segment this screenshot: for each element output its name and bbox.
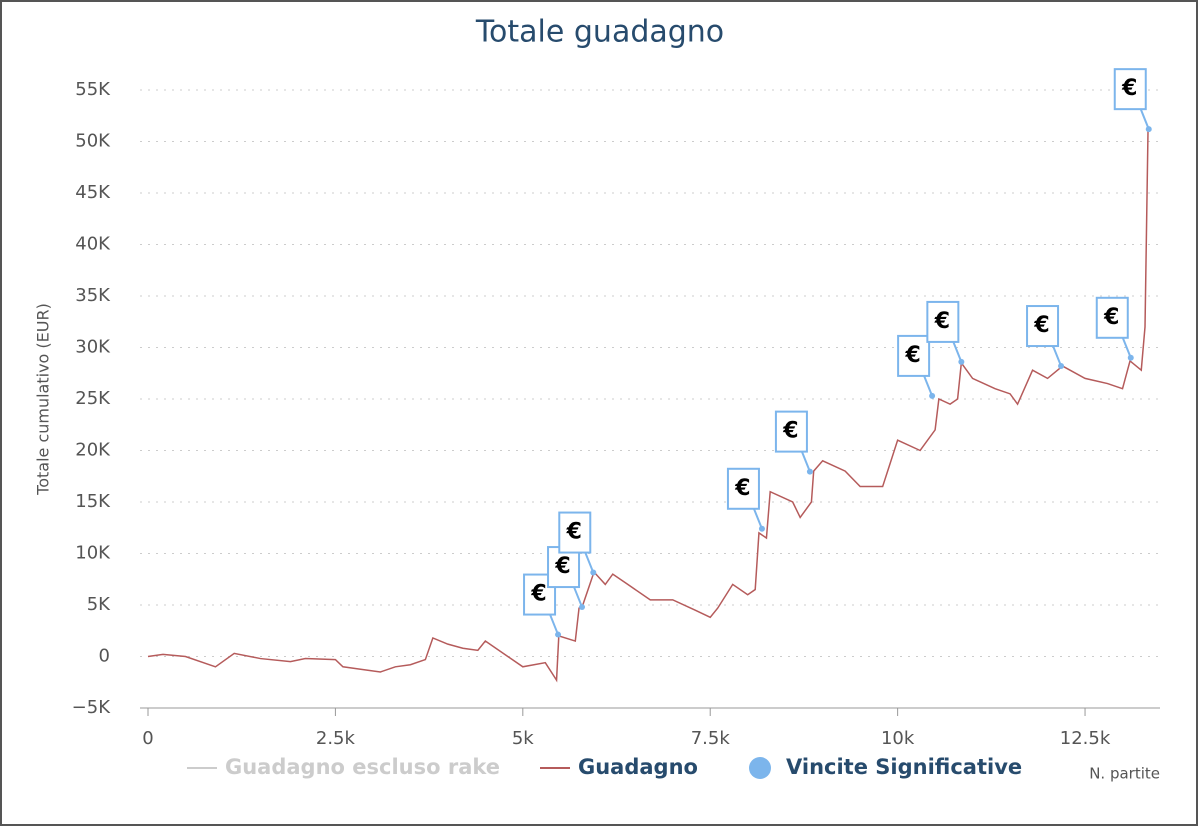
win-marker: € (926, 300, 965, 365)
flag-connector (952, 341, 963, 363)
legend-label[interactable]: Guadagno escluso rake (225, 755, 500, 779)
flag-connector (1139, 108, 1150, 130)
win-marker: € (774, 410, 813, 475)
flag (523, 573, 557, 616)
y-tick-label: 0 (99, 646, 110, 667)
point (1058, 363, 1065, 370)
point (958, 358, 965, 365)
flag-connector (1121, 337, 1132, 359)
flag (1026, 305, 1060, 348)
flag-connector (800, 451, 811, 472)
point (929, 392, 936, 399)
point (555, 631, 562, 638)
y-tick-label: 5K (87, 594, 111, 615)
x-tick-label: 7.5k (691, 728, 731, 749)
win-marker: € (897, 334, 936, 399)
y-tick-label: 50K (75, 131, 111, 152)
x-axis-title: N. partite (1089, 765, 1160, 783)
flag-label: € (904, 343, 920, 368)
flag-label: € (530, 582, 546, 607)
y-tick-label: −5K (72, 697, 112, 718)
flag-label: € (782, 419, 798, 444)
x-tick-label: 0 (142, 728, 153, 749)
flag-connector (923, 375, 934, 397)
flag (558, 511, 592, 554)
legend-label[interactable]: Guadagno (578, 755, 698, 779)
y-tick-label: 30K (75, 337, 111, 358)
chart-title: Totale guadagno (475, 15, 724, 50)
legend-symbol (749, 757, 771, 779)
flag-label: € (1121, 76, 1137, 101)
flag (774, 410, 808, 453)
flag-label: € (934, 309, 950, 334)
y-tick-label: 25K (75, 388, 111, 409)
y-tick-label: 15K (75, 491, 111, 512)
y-tick-label: 10K (75, 543, 111, 564)
flag (1113, 68, 1147, 111)
flag-connector (573, 586, 583, 608)
win-marker: € (726, 467, 765, 532)
y-tick-label: 40K (75, 234, 111, 255)
point (758, 525, 765, 532)
flag-connector (584, 552, 595, 573)
x-tick-label: 12.5k (1060, 728, 1111, 749)
win-marker: € (1095, 296, 1134, 361)
flag-connector (549, 614, 559, 635)
win-marker: € (1113, 68, 1152, 133)
y-tick-label: 20K (75, 440, 111, 461)
flag (897, 334, 931, 377)
point (590, 569, 597, 576)
flag-label: € (1033, 313, 1049, 338)
point (1145, 126, 1152, 133)
y-axis-title: Totale cumulativo (EUR) (34, 303, 53, 496)
flag-connector (753, 508, 763, 530)
win-marker: € (1026, 305, 1065, 370)
point (1127, 354, 1134, 361)
x-tick-label: 10k (881, 728, 915, 749)
flag (726, 467, 760, 510)
point (806, 468, 813, 475)
x-tick-label: 5k (512, 728, 534, 749)
flag-label: € (566, 520, 582, 545)
legend-label[interactable]: Vincite Significative (786, 755, 1022, 779)
flag-connector (1052, 345, 1062, 367)
win-marker: € (558, 511, 597, 576)
point (579, 604, 586, 611)
flag (926, 300, 960, 343)
flag-label: € (734, 476, 750, 501)
series-line (147, 131, 1149, 683)
win-marker: € (523, 573, 562, 638)
y-tick-label: 35K (75, 285, 111, 306)
x-tick-label: 2.5k (316, 728, 356, 749)
y-tick-label: 45K (75, 182, 111, 203)
flag-label: € (554, 554, 570, 579)
flag-label: € (1103, 305, 1119, 330)
y-tick-label: 55K (75, 79, 111, 100)
flag (1095, 296, 1129, 339)
